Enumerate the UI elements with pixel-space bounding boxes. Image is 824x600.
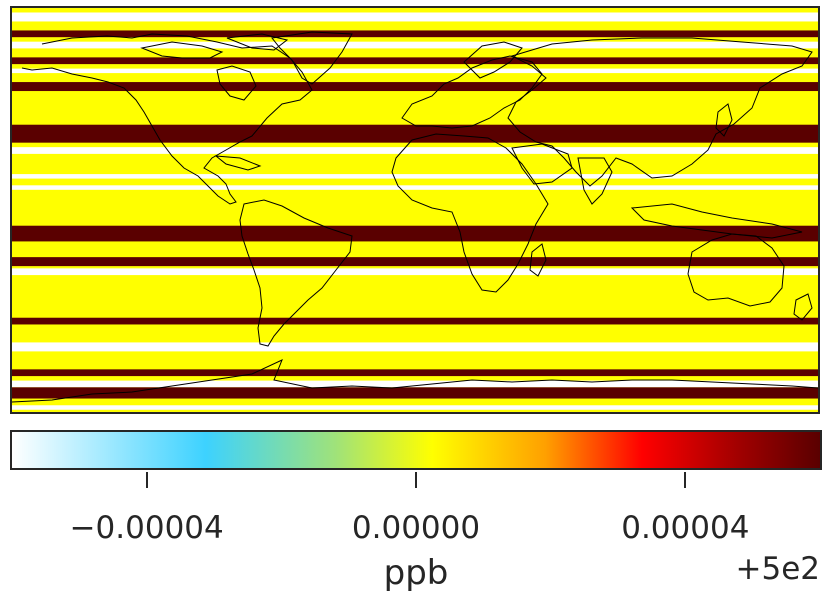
map-panel xyxy=(10,6,820,414)
colorbar-tick-mark xyxy=(145,472,148,488)
band-high-15 xyxy=(12,369,818,377)
colorbar-tick-mark xyxy=(415,472,417,488)
coastline-asia xyxy=(507,37,813,187)
coastline-antarctica xyxy=(12,359,818,403)
colorbar xyxy=(10,430,822,470)
world-map xyxy=(12,12,818,410)
band-high-17 xyxy=(12,387,818,399)
band-low-0 xyxy=(12,12,818,22)
coastline-north-america xyxy=(21,33,313,205)
coastline-europe xyxy=(401,55,543,129)
band-low-7 xyxy=(12,147,818,154)
coastline-caribbean xyxy=(214,155,262,171)
coastline-greenland xyxy=(271,31,353,85)
coastline-arabia xyxy=(511,143,573,185)
band-high-5 xyxy=(12,82,818,92)
colorbar-tick-mark xyxy=(684,472,687,488)
colorbar-tick-label: 0.00000 xyxy=(351,510,481,546)
coastline-indonesia xyxy=(630,203,803,239)
band-low-9 xyxy=(12,185,818,190)
coastline-india xyxy=(577,157,613,205)
colorbar-tick-label: −0.00004 xyxy=(69,510,224,546)
colorbar-tick-label: 0.00004 xyxy=(621,510,750,546)
coastline-japan xyxy=(715,103,733,137)
coastline-madagascar xyxy=(529,243,547,277)
latitude-bands xyxy=(12,12,818,410)
band-low-12 xyxy=(12,268,818,276)
band-high-6 xyxy=(12,124,818,143)
coastline-africa xyxy=(391,133,549,293)
band-low-16 xyxy=(12,380,818,388)
band-high-13 xyxy=(12,317,818,325)
coastline-new-zealand xyxy=(793,293,813,321)
band-high-1 xyxy=(12,30,818,38)
coastlines xyxy=(12,31,818,403)
band-low-4 xyxy=(12,68,818,74)
band-high-11 xyxy=(12,257,818,267)
colorbar-offset-text: +5e2 xyxy=(735,551,821,587)
colorbar-label: ppb xyxy=(383,553,449,593)
coastline-south-america xyxy=(239,199,353,347)
band-high-3 xyxy=(12,57,818,65)
coastline-arctic-islands xyxy=(140,33,289,59)
band-low-18 xyxy=(12,405,818,410)
coastline-australia xyxy=(687,233,785,307)
coastline-hudson-bay xyxy=(216,65,257,101)
band-low-8 xyxy=(12,174,818,179)
band-low-2 xyxy=(12,41,818,49)
band-low-14 xyxy=(12,342,818,352)
band-high-10 xyxy=(12,225,818,242)
